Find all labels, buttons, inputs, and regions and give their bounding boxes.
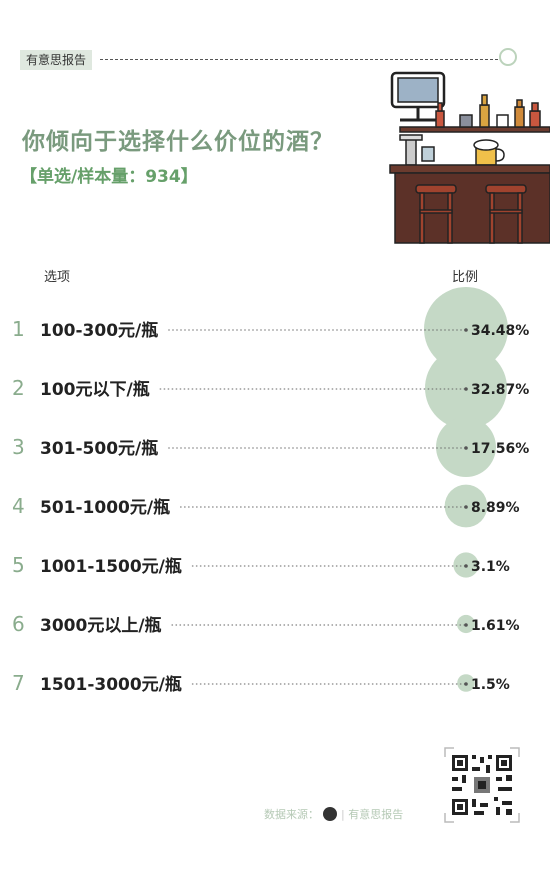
source-name: 有意思报告 bbox=[348, 808, 404, 821]
leader-dot-1 bbox=[464, 328, 468, 332]
leader-dot-4 bbox=[464, 505, 468, 509]
option-label-6: 3000元以上/瓶 bbox=[40, 615, 162, 636]
bar-stools-icon bbox=[415, 184, 527, 244]
page-subtitle: 【单选/样本量：934】 bbox=[20, 167, 198, 187]
value-label-5: 3.1% bbox=[471, 559, 510, 575]
page-title: 你倾向于选择什么价位的酒？ bbox=[22, 129, 334, 155]
option-label-1: 100-300元/瓶 bbox=[40, 320, 158, 341]
option-label-5: 1001-1500元/瓶 bbox=[40, 556, 182, 577]
qr-code-icon bbox=[444, 747, 520, 823]
rank-3: 3 bbox=[12, 435, 25, 459]
leader-dot-2 bbox=[464, 387, 468, 391]
value-label-6: 1.61% bbox=[471, 618, 520, 634]
rank-2: 2 bbox=[12, 376, 25, 400]
option-label-4: 501-1000元/瓶 bbox=[40, 497, 170, 518]
column-header-ratio: 比例 bbox=[452, 270, 479, 285]
rank-4: 4 bbox=[12, 494, 25, 518]
column-header-option: 选项 bbox=[44, 270, 71, 285]
value-label-1: 34.48% bbox=[471, 323, 529, 339]
data-source: 数据来源： | 有意思报告 bbox=[264, 807, 404, 821]
option-label-3: 301-500元/瓶 bbox=[40, 438, 158, 459]
leader-dot-6 bbox=[464, 623, 468, 627]
option-label-2: 100元以下/瓶 bbox=[40, 379, 150, 400]
rank-7: 7 bbox=[12, 671, 25, 695]
leader-dot-5 bbox=[464, 564, 468, 568]
value-label-2: 32.87% bbox=[471, 382, 529, 398]
mascot-icon bbox=[323, 807, 337, 821]
beer-mug-icon bbox=[473, 139, 505, 166]
rank-5: 5 bbox=[12, 553, 25, 577]
bottles-icon bbox=[435, 94, 541, 128]
rank-1: 1 bbox=[12, 317, 25, 341]
brand-tag: 有意思报告 bbox=[20, 50, 93, 70]
value-label-7: 1.5% bbox=[471, 677, 510, 693]
rank-6: 6 bbox=[12, 612, 25, 636]
source-label: 数据来源： bbox=[264, 808, 319, 821]
value-label-3: 17.56% bbox=[471, 441, 529, 457]
top-dashed-rule bbox=[100, 59, 498, 60]
value-label-4: 8.89% bbox=[471, 500, 520, 516]
bar-counter-illustration bbox=[389, 71, 550, 244]
tv-icon bbox=[390, 71, 446, 122]
leader-dot-3 bbox=[464, 446, 468, 450]
shelf bbox=[399, 126, 550, 133]
option-label-7: 1501-3000元/瓶 bbox=[40, 674, 182, 695]
leader-dot-7 bbox=[464, 682, 468, 686]
top-circle-ornament bbox=[499, 48, 517, 66]
beer-tap-icon bbox=[399, 134, 435, 166]
